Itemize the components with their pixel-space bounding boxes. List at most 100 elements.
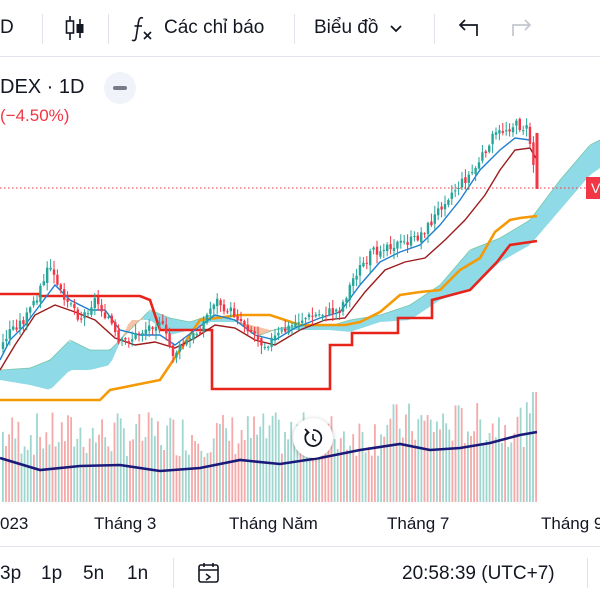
price-chart[interactable] <box>0 57 600 547</box>
candle-body <box>386 244 389 251</box>
volume-bar <box>259 426 262 502</box>
reset-chart-button[interactable] <box>293 418 333 458</box>
candle-body <box>80 318 83 320</box>
chart-style-button[interactable] <box>64 0 86 56</box>
symbol-legend[interactable]: DEX · 1D <box>0 72 84 102</box>
candle-body <box>151 327 154 330</box>
go-to-date-button[interactable] <box>196 547 222 600</box>
symbol-label: DEX · 1D <box>0 75 85 98</box>
candle-body <box>362 262 365 267</box>
candle-body <box>515 120 518 126</box>
candle-body <box>304 318 307 320</box>
candle-body <box>392 247 396 252</box>
candle-body <box>46 267 49 283</box>
volume-bar <box>451 440 454 502</box>
undo-icon <box>458 19 478 36</box>
redo-button[interactable] <box>510 0 534 56</box>
range-button-5n[interactable]: 5n <box>83 547 104 600</box>
volume-bar <box>476 403 479 502</box>
volume-bar <box>20 453 23 502</box>
volume-bar <box>225 428 227 502</box>
candle-body <box>22 320 25 325</box>
candle-body <box>18 320 22 329</box>
ichimoku-cloud <box>276 140 600 332</box>
candle-body <box>365 262 368 264</box>
candle-body <box>144 329 147 334</box>
volume-bar <box>370 455 373 502</box>
candle-body <box>369 251 372 266</box>
candle-body <box>311 315 314 317</box>
volume-bar <box>101 419 103 502</box>
volume-bar <box>181 419 184 502</box>
bottom-toolbar: 3p 1p 5n 1n 20:58:39 (UTC+7) <box>0 547 600 600</box>
range-button-3p[interactable]: 3p <box>0 547 21 600</box>
candle-body <box>406 242 409 245</box>
volume-bar <box>386 424 389 502</box>
volume-bar <box>439 429 441 502</box>
interval-label: D <box>0 17 14 38</box>
toolbar-divider <box>108 14 109 44</box>
candlestick-icon <box>65 16 84 40</box>
volume-bar <box>73 446 76 502</box>
chikou-line <box>0 147 538 371</box>
volume-bar <box>302 412 305 502</box>
candle-body <box>29 307 32 313</box>
volume-bar <box>200 450 203 502</box>
time-axis-label: Tháng 7 <box>387 514 450 533</box>
volume-bar <box>26 449 29 502</box>
candle-body <box>39 285 42 302</box>
candle-body <box>324 315 328 317</box>
range-button-1p[interactable]: 1p <box>41 547 62 600</box>
range-button-1n[interactable]: 1n <box>127 547 148 600</box>
volume-bar <box>364 452 367 502</box>
candle-body <box>284 328 287 332</box>
candle-body <box>42 281 45 286</box>
candle-body <box>158 322 161 326</box>
volume-bar <box>197 443 200 502</box>
candle-body <box>467 174 470 183</box>
volume-bar <box>374 424 376 502</box>
volume-bar <box>352 434 355 502</box>
collapse-legend-button[interactable] <box>104 72 136 104</box>
range-label: 3p <box>0 562 22 584</box>
volume-bar <box>463 443 466 502</box>
candle-body <box>168 333 171 348</box>
volume-bar <box>519 407 522 502</box>
candle-body <box>348 284 351 300</box>
chart-type-dropdown[interactable]: Biểu đồ <box>314 0 406 56</box>
candle-body <box>219 300 222 306</box>
candle-body <box>110 315 113 324</box>
volume-bar <box>98 434 100 502</box>
interval-button[interactable]: D <box>0 0 14 56</box>
candle-body <box>236 316 239 321</box>
volume-bar <box>116 413 119 502</box>
volume-bar <box>240 430 243 502</box>
volume-bar <box>256 434 258 502</box>
candle-body <box>430 221 433 226</box>
candle-body <box>437 208 440 216</box>
candle-body <box>525 125 528 129</box>
candle-body <box>250 330 253 332</box>
volume-bar <box>253 416 255 502</box>
toolbar-divider <box>42 14 43 44</box>
candle-body <box>345 298 348 303</box>
top-toolbar: D Các chỉ báo Biểu đồ <box>0 0 600 56</box>
candle-body <box>8 329 11 339</box>
timezone-button[interactable]: 20:58:39 (UTC+7) <box>402 547 555 600</box>
candle-body <box>532 142 535 165</box>
volume-bar <box>417 419 420 502</box>
undo-button[interactable] <box>456 0 480 56</box>
volume-bar <box>287 439 289 502</box>
volume-bar <box>470 436 472 502</box>
volume-bar <box>57 442 60 502</box>
indicators-button[interactable]: Các chỉ báo <box>130 0 264 56</box>
volume-bar <box>215 423 218 502</box>
candle-body <box>355 275 358 280</box>
candle-body <box>171 345 175 356</box>
candle-body <box>484 151 487 153</box>
volume-bar <box>60 422 63 502</box>
volume-bar <box>522 446 525 502</box>
volume-bar <box>172 419 175 502</box>
candle-body <box>321 315 324 317</box>
senkou-span-a <box>0 139 600 371</box>
